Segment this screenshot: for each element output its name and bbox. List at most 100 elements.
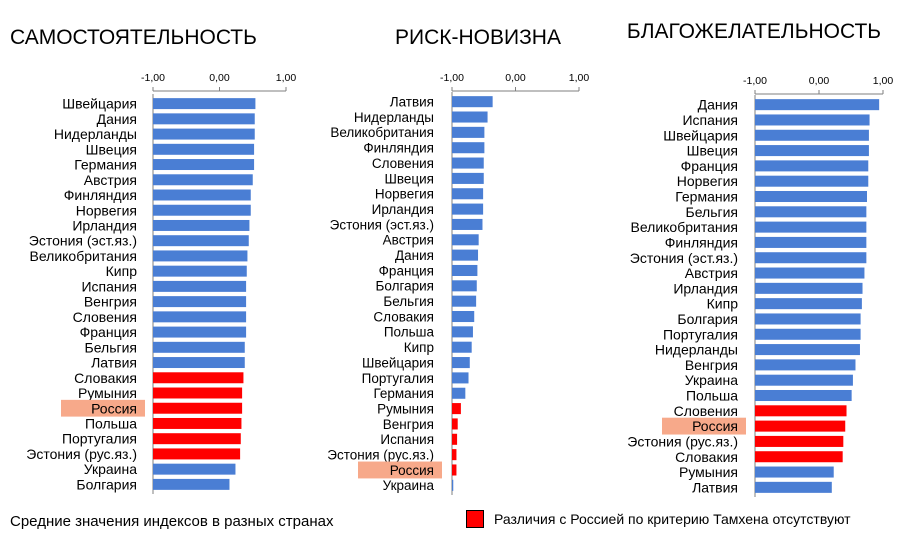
tick-label: -1,00 bbox=[141, 72, 165, 84]
category-label: Польша bbox=[85, 416, 137, 432]
bar bbox=[755, 359, 856, 371]
category-label: Германия bbox=[675, 189, 738, 205]
bar bbox=[452, 357, 470, 369]
tick-label: 0,00 bbox=[209, 72, 230, 84]
bar bbox=[153, 417, 242, 429]
bar bbox=[755, 328, 861, 340]
bar bbox=[153, 448, 241, 460]
bar bbox=[452, 172, 484, 184]
bar bbox=[452, 218, 483, 230]
category-label: Бельгия bbox=[686, 204, 738, 220]
category-label: Финляндия bbox=[665, 234, 738, 250]
category-label: Словения bbox=[674, 403, 738, 419]
chart-caption: Средние значения индексов в разных стран… bbox=[10, 513, 334, 530]
chart-title: РИСК-НОВИЗНА bbox=[395, 26, 561, 49]
category-label: Португалия bbox=[62, 431, 137, 447]
category-label: Украина bbox=[685, 372, 739, 388]
chart-title: САМОСТОЯТЕЛЬНОСТЬ bbox=[10, 26, 257, 49]
category-label: Румыния bbox=[377, 401, 434, 416]
category-label: Эстония (рус.яз.) bbox=[327, 447, 434, 462]
category-label: Германия bbox=[373, 386, 434, 401]
category-label: Эстония (рус.яз.) bbox=[26, 446, 137, 462]
category-label: Франция bbox=[379, 263, 434, 278]
chart-title: БЛАГОЖЕЛАТЕЛЬНОСТЬ bbox=[627, 20, 881, 43]
bar bbox=[755, 374, 853, 386]
category-label: Финляндия bbox=[363, 141, 434, 156]
category-label: Ирландия bbox=[673, 280, 738, 296]
bar bbox=[755, 252, 867, 264]
bar bbox=[153, 250, 248, 262]
bar bbox=[452, 188, 484, 200]
bar bbox=[452, 249, 479, 261]
category-label: Великобритания bbox=[330, 125, 434, 140]
bar bbox=[452, 157, 484, 169]
bar bbox=[755, 129, 869, 141]
category-label: Ирландия bbox=[372, 202, 434, 217]
category-label: Нидерланды bbox=[655, 342, 738, 358]
category-label: Эстония (эст.яз.) bbox=[29, 233, 137, 249]
tick-label: -1,00 bbox=[440, 72, 464, 84]
category-label: Украина bbox=[383, 478, 435, 493]
bar bbox=[452, 403, 461, 415]
bar bbox=[452, 464, 457, 476]
bar bbox=[153, 265, 247, 277]
category-label: Словакия bbox=[675, 449, 738, 465]
chart-risk-novizna: РИСК-НОВИЗНА -1,00 0,00 1,00 ЛатвияНидерланд… bbox=[327, 26, 589, 495]
bar bbox=[153, 98, 256, 110]
bar bbox=[755, 298, 862, 310]
category-label: Великобритания bbox=[29, 248, 137, 264]
category-label: Норвегия bbox=[375, 187, 434, 202]
category-label: Нидерланды bbox=[54, 126, 137, 142]
bar bbox=[452, 387, 466, 399]
bar bbox=[452, 264, 478, 277]
chart-blagozhelatelnost: БЛАГОЖЕЛАТЕЛЬНОСТЬ -1,00 0,00 1,00 ДанияИспа… bbox=[627, 20, 893, 497]
category-label: Австрия bbox=[685, 265, 738, 281]
category-label: Дания bbox=[698, 97, 738, 113]
bar bbox=[452, 372, 469, 384]
bar bbox=[755, 282, 863, 294]
bar bbox=[755, 114, 870, 126]
legend-label: Различия с Россией по критерию Тамхена о… bbox=[494, 511, 851, 527]
charts-canvas: САМОСТОЯТЕЛЬНОСТЬ-1,00 0,00 1,00ШвейцарияД… bbox=[10, 20, 893, 497]
bar bbox=[153, 189, 251, 201]
bar bbox=[452, 479, 454, 491]
category-label: Эстония (рус.яз.) bbox=[627, 433, 738, 449]
bar bbox=[452, 433, 458, 445]
category-label: Бельгия bbox=[85, 339, 137, 355]
tick-label: -1,00 bbox=[743, 75, 767, 87]
bar bbox=[452, 280, 477, 292]
bar bbox=[153, 311, 247, 323]
bar bbox=[755, 206, 867, 218]
bar bbox=[153, 219, 250, 231]
bar bbox=[755, 175, 869, 187]
category-label: Болгария bbox=[76, 476, 137, 492]
category-label: Болгария bbox=[376, 279, 434, 294]
bar bbox=[452, 203, 484, 215]
bar bbox=[452, 310, 475, 323]
category-label: Кипр bbox=[707, 296, 739, 312]
bar bbox=[755, 481, 832, 493]
category-label: Латвия bbox=[91, 355, 137, 371]
bar bbox=[755, 236, 867, 248]
category-label: Великобритания bbox=[630, 219, 738, 235]
bar bbox=[452, 418, 458, 430]
bar bbox=[755, 405, 847, 417]
bar bbox=[452, 295, 477, 307]
legend: Различия с Россией по критерию Тамхена о… bbox=[466, 510, 851, 528]
bar bbox=[153, 204, 251, 216]
category-label: Норвегия bbox=[76, 202, 137, 218]
bar bbox=[153, 296, 247, 308]
category-label: Латвия bbox=[692, 479, 738, 495]
category-label: Дания bbox=[97, 111, 137, 127]
category-label: Испания bbox=[380, 432, 434, 447]
bar bbox=[755, 451, 843, 463]
bar bbox=[755, 435, 844, 447]
bar bbox=[153, 402, 243, 414]
category-label: Швеция bbox=[86, 141, 137, 157]
bar bbox=[153, 174, 253, 186]
category-label: Венгрия bbox=[383, 417, 434, 432]
category-label: Словакия bbox=[74, 370, 137, 386]
category-label: Нидерланды bbox=[354, 110, 434, 125]
category-label: Дания bbox=[395, 248, 434, 263]
category-label: Швеция bbox=[687, 143, 738, 159]
